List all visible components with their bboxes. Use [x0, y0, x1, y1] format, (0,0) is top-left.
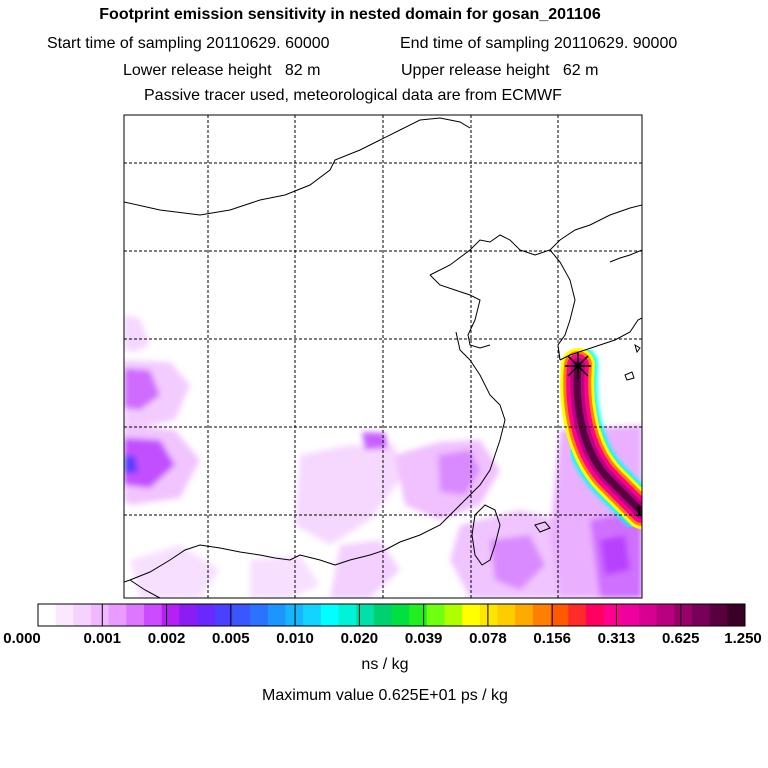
- colorbar-cell: [656, 604, 675, 626]
- colorbar-tick-label: 0.313: [597, 630, 636, 647]
- colorbar-cell: [674, 604, 693, 626]
- colorbar-cell: [568, 604, 587, 626]
- colorbar-tick-label: 0.625: [661, 630, 700, 647]
- colorbar-cell: [727, 604, 746, 626]
- station-marker-icon: [565, 353, 591, 379]
- colorbar-cell: [214, 604, 233, 626]
- coastlines: [124, 117, 642, 598]
- colorbar-cell: [144, 604, 163, 626]
- tracer-info-label: Passive tracer used, meteorological data…: [144, 87, 562, 104]
- colorbar-tick-label: 0.156: [533, 630, 571, 647]
- colorbar-cell: [550, 604, 569, 626]
- colorbar-cell: [515, 604, 534, 626]
- colorbar-cell: [197, 604, 216, 626]
- grid-lines: [124, 115, 642, 598]
- colorbar-cell: [426, 604, 446, 626]
- colorbar-tick-label: 1.250: [724, 630, 762, 647]
- colorbar-cell: [126, 604, 145, 626]
- plume-end-label: 1: [635, 503, 643, 519]
- colorbar-cell: [38, 604, 57, 626]
- colorbar-cell: [303, 604, 322, 626]
- colorbar-cell: [532, 604, 552, 626]
- colorbar-cell: [391, 604, 410, 626]
- colorbar-cell: [356, 604, 375, 626]
- colorbar-tick-label: 0.020: [340, 630, 379, 647]
- colorbar-cell: [497, 604, 516, 626]
- lower-release-label: Lower release height 82 m: [123, 62, 321, 79]
- colorbar-cell: [621, 604, 640, 626]
- colorbar-tick-label: 0.000: [3, 630, 41, 647]
- colorbar-tick-label: 0.078: [469, 630, 507, 647]
- colorbar-units: ns / kg: [361, 656, 409, 673]
- colorbar-cell: [91, 604, 110, 626]
- colorbar-cell: [108, 604, 127, 626]
- plot-title: Footprint emission sensitivity in nested…: [99, 6, 601, 23]
- colorbar-tick-label: 0.001: [83, 630, 122, 647]
- colorbar-cell: [267, 604, 286, 626]
- colorbar-cell: [585, 604, 605, 626]
- colorbar-tick-label: 0.010: [276, 630, 314, 647]
- map-frame: [123, 114, 643, 599]
- colorbar-cell: [691, 604, 711, 626]
- colorbar-cell: [320, 604, 339, 626]
- colorbar-cell: [638, 604, 658, 626]
- colorbar-cell: [161, 604, 180, 626]
- colorbar-cell: [55, 604, 74, 626]
- colorbar-cell: [409, 604, 428, 626]
- colorbar-cell: [444, 604, 463, 626]
- colorbar-cell: [250, 604, 269, 626]
- end-time-label: End time of sampling 20110629. 90000: [400, 35, 678, 52]
- colorbar-tick-label: 0.002: [147, 630, 186, 647]
- plume: [557, 345, 642, 532]
- colorbar-cell: [179, 604, 198, 626]
- colorbar-tick-label: 0.005: [212, 630, 250, 647]
- colorbar-cell: [479, 604, 499, 626]
- colorbar-tick-label: 0.039: [404, 630, 443, 647]
- upper-release-label: Upper release height 62 m: [401, 62, 599, 79]
- maximum-value-label: Maximum value 0.625E+01 ps / kg: [262, 687, 508, 704]
- start-time-label: Start time of sampling 20110629. 60000: [47, 35, 330, 52]
- colorbar-cell: [73, 604, 92, 626]
- sensitivity-field: [124, 115, 642, 598]
- colorbar-cell: [603, 604, 622, 626]
- colorbar-cell: [285, 604, 304, 626]
- colorbar-cell: [462, 604, 481, 626]
- colorbar-cell: [232, 604, 251, 626]
- colorbar-cell: [709, 604, 728, 626]
- colorbar-cell: [373, 604, 392, 626]
- colorbar-cell: [338, 604, 357, 626]
